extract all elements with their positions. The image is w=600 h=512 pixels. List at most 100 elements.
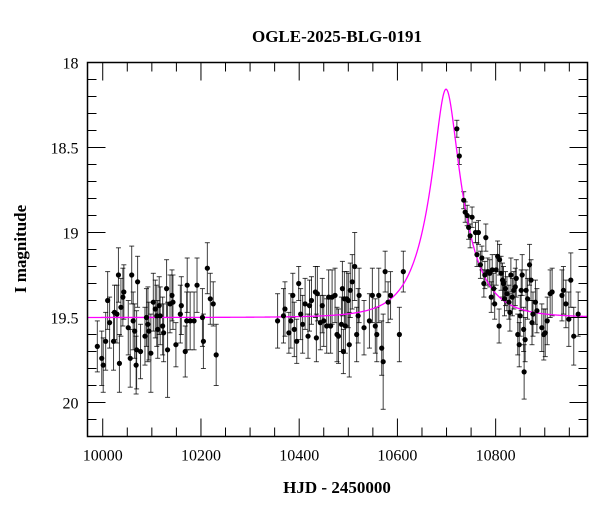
data-point bbox=[524, 296, 531, 302]
data-point bbox=[340, 348, 346, 355]
x-tick-label: 10000 bbox=[83, 448, 123, 465]
data-point bbox=[464, 212, 470, 219]
data-point bbox=[479, 255, 485, 261]
data-point bbox=[342, 323, 348, 329]
data-point bbox=[105, 297, 111, 304]
y-tick-label: 18.5 bbox=[51, 141, 79, 158]
data-point bbox=[560, 287, 567, 293]
x-axis-label: HJD - 2450000 bbox=[283, 478, 391, 497]
data-point bbox=[539, 325, 545, 331]
data-point bbox=[345, 297, 351, 304]
data-point bbox=[145, 321, 151, 327]
data-point bbox=[493, 267, 499, 273]
data-point bbox=[382, 269, 388, 275]
y-axis-label: I magnitude bbox=[11, 204, 30, 293]
data-point bbox=[387, 292, 394, 298]
data-point bbox=[129, 272, 135, 278]
data-point bbox=[199, 314, 206, 321]
data-point bbox=[483, 235, 489, 241]
data-point bbox=[521, 326, 527, 332]
data-point bbox=[575, 311, 581, 317]
data-point bbox=[500, 280, 507, 287]
data-point bbox=[182, 348, 188, 355]
data-point bbox=[501, 296, 508, 302]
data-point bbox=[328, 323, 334, 329]
data-point bbox=[521, 369, 527, 375]
data-point bbox=[482, 272, 488, 278]
data-point bbox=[210, 301, 216, 307]
data-points bbox=[94, 126, 581, 375]
data-point bbox=[366, 318, 373, 324]
data-point bbox=[213, 352, 219, 358]
data-point bbox=[291, 326, 297, 332]
data-point bbox=[110, 338, 117, 344]
data-point bbox=[170, 299, 176, 305]
data-point bbox=[477, 262, 484, 268]
data-point bbox=[191, 318, 197, 324]
data-point bbox=[549, 289, 555, 295]
data-point bbox=[376, 292, 382, 298]
data-point bbox=[517, 313, 523, 319]
data-point bbox=[380, 359, 386, 365]
data-point bbox=[207, 296, 213, 302]
data-point bbox=[544, 318, 550, 324]
data-point bbox=[286, 330, 292, 336]
data-point bbox=[498, 270, 504, 276]
data-point bbox=[507, 309, 513, 315]
data-point bbox=[516, 342, 522, 348]
data-point bbox=[313, 335, 319, 341]
x-tick-label: 10600 bbox=[377, 448, 417, 465]
data-point bbox=[319, 303, 325, 309]
data-point bbox=[116, 360, 123, 366]
data-point bbox=[100, 362, 106, 368]
data-point bbox=[542, 330, 548, 336]
data-point bbox=[280, 313, 287, 319]
data-point bbox=[559, 292, 565, 298]
data-point bbox=[469, 214, 475, 220]
data-point bbox=[522, 337, 528, 343]
data-point bbox=[288, 318, 294, 324]
data-point bbox=[194, 282, 200, 288]
axis-ticks: 10000 10200 10400 10600 10800 18 18.5 19 19.5 20 bbox=[51, 56, 588, 465]
y-tick-label: 19 bbox=[63, 226, 79, 243]
data-point bbox=[302, 301, 308, 307]
data-point bbox=[496, 257, 503, 263]
data-point bbox=[492, 301, 498, 307]
data-point bbox=[173, 342, 179, 348]
data-point bbox=[568, 277, 574, 283]
data-point bbox=[178, 303, 184, 309]
data-point bbox=[134, 279, 141, 285]
data-point bbox=[534, 308, 540, 314]
data-point bbox=[508, 272, 514, 278]
data-point bbox=[532, 299, 539, 305]
data-point bbox=[502, 286, 509, 292]
data-point bbox=[518, 287, 524, 293]
x-tick-label: 10200 bbox=[181, 448, 221, 465]
data-point bbox=[204, 265, 210, 271]
data-point bbox=[528, 277, 534, 283]
data-point bbox=[103, 338, 109, 344]
data-point bbox=[354, 331, 360, 338]
data-point bbox=[274, 318, 281, 324]
data-point bbox=[130, 318, 136, 324]
data-point bbox=[200, 338, 207, 344]
data-point bbox=[461, 197, 467, 203]
data-point bbox=[150, 299, 156, 305]
data-point bbox=[296, 280, 302, 287]
error-bars bbox=[94, 119, 581, 410]
x-tick-label: 10800 bbox=[476, 448, 516, 465]
data-point bbox=[163, 286, 170, 292]
data-point bbox=[184, 282, 190, 288]
data-point bbox=[161, 330, 167, 336]
data-point bbox=[481, 280, 487, 287]
data-point bbox=[347, 287, 353, 293]
data-point bbox=[523, 287, 529, 293]
data-point bbox=[282, 306, 288, 312]
data-point bbox=[332, 292, 338, 298]
data-point bbox=[488, 294, 494, 300]
data-point bbox=[519, 272, 525, 278]
data-point bbox=[356, 292, 362, 298]
data-point bbox=[137, 348, 144, 355]
data-point bbox=[338, 321, 345, 327]
